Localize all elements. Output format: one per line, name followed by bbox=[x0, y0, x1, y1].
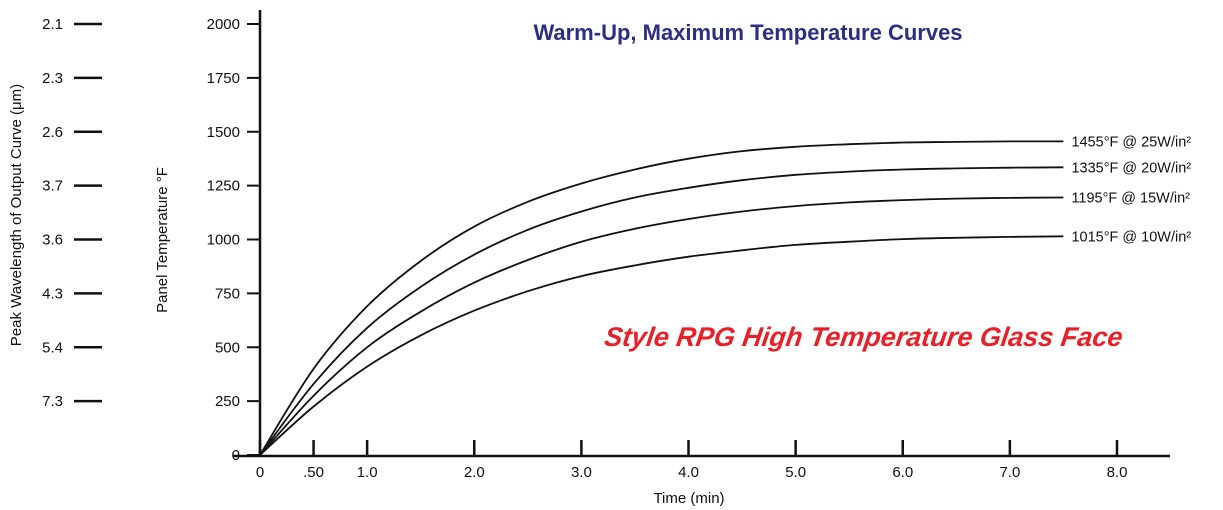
wavelength-tick-label: 3.7 bbox=[42, 178, 63, 195]
wavelength-tick-label: 7.3 bbox=[42, 393, 63, 410]
x-tick-label: 8.0 bbox=[1107, 464, 1128, 481]
y-tick-label: 750 bbox=[215, 285, 240, 302]
y-tick-label: 1250 bbox=[207, 178, 240, 195]
series-line-25w bbox=[259, 140, 1064, 456]
x-tick-label: 4.0 bbox=[678, 464, 699, 481]
x-tick-label: 3.0 bbox=[571, 464, 592, 481]
series-label-20w: 1335°F @ 20W/in² bbox=[1071, 160, 1191, 176]
y-tick-label: 500 bbox=[215, 339, 240, 356]
x-tick-label: 6.0 bbox=[892, 464, 913, 481]
series-label-25w: 1455°F @ 25W/in² bbox=[1071, 134, 1191, 150]
y-tick-label: 1750 bbox=[207, 70, 240, 87]
y-axis-title: Panel Temperature °F bbox=[154, 167, 171, 313]
series-line-10w bbox=[259, 235, 1064, 456]
x-tick-label: 7.0 bbox=[999, 464, 1020, 481]
y-ticks: 0 250 500 750 1000 1250 1500 1750 2000 bbox=[207, 16, 260, 464]
x-tick-label: .50 bbox=[303, 464, 324, 481]
series-line-20w bbox=[259, 166, 1064, 456]
series-line-15w bbox=[259, 196, 1064, 456]
wavelength-tick-label: 2.1 bbox=[42, 16, 63, 33]
x-ticks: 0 .50 1.0 2.0 3.0 4.0 5.0 6.0 7.0 8.0 bbox=[256, 440, 1128, 481]
x-tick-label: 2.0 bbox=[464, 464, 485, 481]
wavelength-tick-label: 3.6 bbox=[42, 232, 63, 249]
y-tick-label: 250 bbox=[215, 393, 240, 410]
x-tick-label: 1.0 bbox=[357, 464, 378, 481]
wavelength-tick-label: 4.3 bbox=[42, 285, 63, 302]
wavelength-tick-label: 5.4 bbox=[42, 339, 63, 356]
chart-title: Warm-Up, Maximum Temperature Curves bbox=[533, 20, 962, 45]
wavelength-tick-label: 2.6 bbox=[42, 124, 63, 141]
series-label-10w: 1015°F @ 10W/in² bbox=[1071, 229, 1191, 245]
series-label-15w: 1195°F @ 15W/in² bbox=[1071, 190, 1190, 206]
wavelength-axis-title: Peak Wavelength of Output Curve (μm) bbox=[8, 84, 25, 346]
y-tick-label: 0 bbox=[232, 447, 240, 464]
y-tick-label: 1500 bbox=[207, 124, 240, 141]
x-tick-label: 0 bbox=[256, 464, 264, 481]
x-axis-title: Time (min) bbox=[653, 490, 724, 507]
wavelength-tick-label: 2.3 bbox=[42, 70, 63, 87]
series-labels: 1455°F @ 25W/in² 1335°F @ 20W/in² 1195°F @… bbox=[1071, 134, 1191, 245]
x-tick-label: 5.0 bbox=[785, 464, 806, 481]
wavelength-ticks: 2.1 2.3 2.6 3.7 3.6 4.3 5.4 7.3 bbox=[42, 16, 102, 410]
series-lines bbox=[259, 140, 1064, 456]
y-tick-label: 2000 bbox=[207, 16, 240, 33]
y-tick-label: 1000 bbox=[207, 232, 240, 249]
chart-subtitle: Style RPG High Temperature Glass Face bbox=[603, 321, 1125, 352]
